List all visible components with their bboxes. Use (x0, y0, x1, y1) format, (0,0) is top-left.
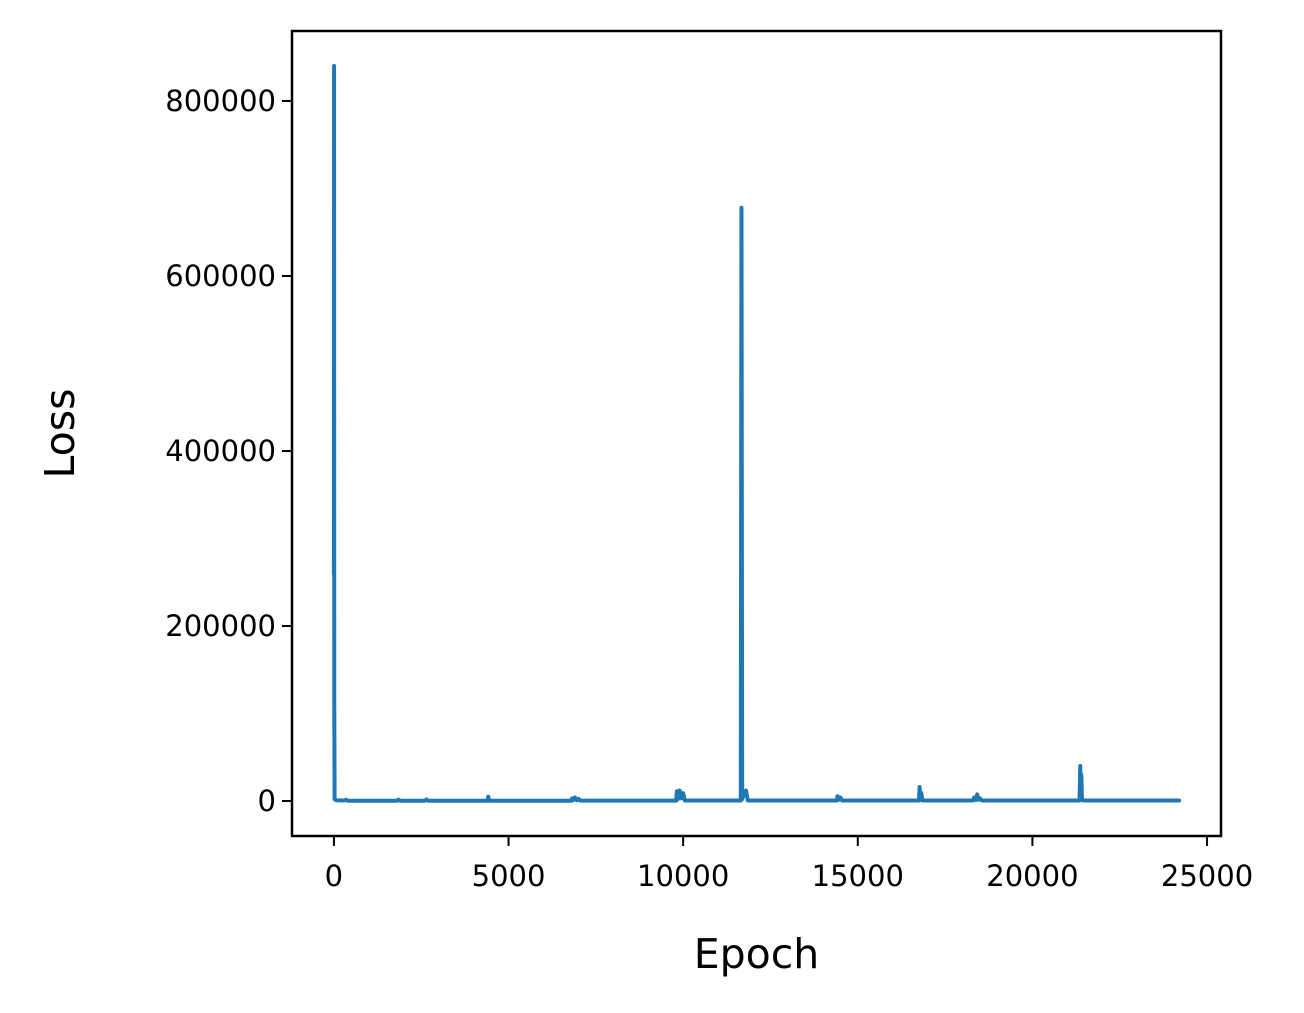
x-axis-label: Epoch (694, 930, 820, 978)
x-tick-label: 10000 (637, 859, 729, 893)
x-tick-label: 20000 (986, 859, 1078, 893)
x-tick-label: 15000 (812, 859, 904, 893)
plot-area (331, 64, 1182, 803)
y-tick-label: 600000 (165, 259, 276, 293)
y-tick-label: 400000 (165, 434, 276, 468)
y-tick-label: 800000 (165, 84, 276, 118)
x-tick-label: 25000 (1161, 859, 1253, 893)
y-axis-ticks: 0 200000 400000 600000 800000 (165, 84, 292, 818)
y-tick-label: 200000 (165, 609, 276, 643)
y-axis-label: Loss (36, 389, 84, 479)
loss-series-line (331, 64, 1182, 803)
x-axis-ticks: 0 5000 10000 15000 20000 25000 (325, 836, 1253, 893)
x-tick-label: 0 (325, 859, 343, 893)
y-tick-label: 0 (258, 784, 276, 818)
axes-frame (290, 29, 1223, 838)
x-tick-label: 5000 (472, 859, 546, 893)
